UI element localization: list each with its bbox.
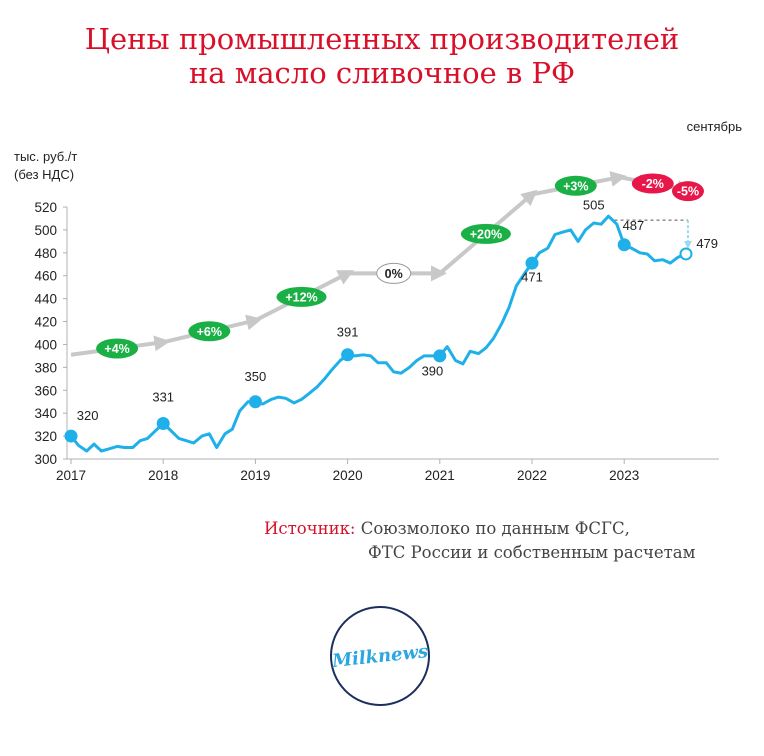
chart-title-line2: на масло сливочное в РФ — [188, 56, 576, 90]
milknews-logo: Milknews — [330, 606, 430, 706]
y-tick-label: 340 — [34, 406, 57, 421]
trend-badge-label: 0% — [385, 267, 403, 281]
source-note: Источник: Союзмолоко по данным ФСГС, ФТС… — [264, 517, 695, 565]
data-point — [341, 348, 355, 362]
x-tick-label: 2017 — [56, 468, 86, 483]
data-label: 471 — [521, 269, 543, 284]
y-tick-label: 500 — [34, 223, 57, 238]
period-label: сентябрь — [687, 119, 743, 134]
data-point — [156, 416, 170, 430]
x-tick-label: 2020 — [333, 468, 363, 483]
data-label: 331 — [152, 390, 174, 405]
trend-badge — [376, 262, 412, 284]
data-label: 350 — [245, 369, 267, 384]
price-chart: 300 320 340 360 380 400 420 440 460 480 500 520 2017… — [14, 119, 743, 483]
source-line1: Союзмолоко по данным ФСГС, — [360, 519, 630, 538]
y-tick-label: 300 — [34, 452, 57, 467]
data-point — [525, 256, 539, 270]
data-point — [617, 238, 631, 252]
trend-badge — [276, 286, 327, 307]
logo-text: Milknews — [331, 640, 429, 672]
data-label: 479 — [696, 236, 718, 251]
y-tick-label: 400 — [34, 337, 57, 352]
price-series-line — [69, 214, 688, 453]
trend-badge-label: +3% — [563, 179, 588, 193]
trend-badge-label: +4% — [104, 342, 129, 356]
drop-badge-label: -5% — [677, 185, 699, 199]
trend-badge — [188, 321, 231, 342]
trend-badge-label: -2% — [642, 177, 664, 191]
y-tick-label: 420 — [34, 315, 57, 330]
data-label: 390 — [422, 363, 444, 378]
trend-badge-label: +6% — [197, 325, 222, 339]
y-axis-label-line1: тыс. руб./т — [14, 149, 77, 164]
data-point — [64, 429, 78, 443]
y-tick-label: 520 — [34, 200, 57, 215]
chart-title: Цены промышленных производителей на масл… — [0, 22, 764, 90]
trend-badge — [96, 338, 139, 359]
x-tick-label: 2021 — [425, 468, 455, 483]
y-tick-label: 320 — [34, 429, 57, 444]
trend-badge-label: +20% — [470, 227, 502, 241]
x-tick-label: 2023 — [609, 468, 639, 483]
data-label: 391 — [337, 324, 359, 339]
data-point-open — [679, 247, 693, 261]
y-tick-label: 460 — [34, 269, 57, 284]
drop-badge — [671, 181, 704, 202]
x-tick-label: 2018 — [148, 468, 178, 483]
data-label: 505 — [583, 197, 605, 212]
chart-title-line1: Цены промышленных производителей — [84, 22, 680, 56]
y-tick-label: 440 — [34, 292, 57, 307]
y-axis-label-line2: (без НДС) — [14, 167, 74, 182]
x-tick-label: 2022 — [517, 468, 547, 483]
data-point — [248, 395, 262, 409]
source-line2: ФТС России и собственным расчетам — [368, 543, 696, 562]
trend-badge — [631, 173, 674, 194]
y-tick-label: 360 — [34, 383, 57, 398]
data-label: 487 — [623, 218, 645, 233]
trend-badge-label: +12% — [285, 290, 317, 304]
data-point — [433, 349, 447, 363]
y-tick-label: 380 — [34, 360, 57, 375]
data-label: 320 — [77, 408, 99, 423]
x-tick-label: 2019 — [240, 468, 270, 483]
source-label: Источник: — [264, 519, 356, 538]
trend-badge — [460, 223, 511, 244]
y-tick-label: 480 — [34, 246, 57, 261]
trend-badge — [554, 175, 597, 196]
